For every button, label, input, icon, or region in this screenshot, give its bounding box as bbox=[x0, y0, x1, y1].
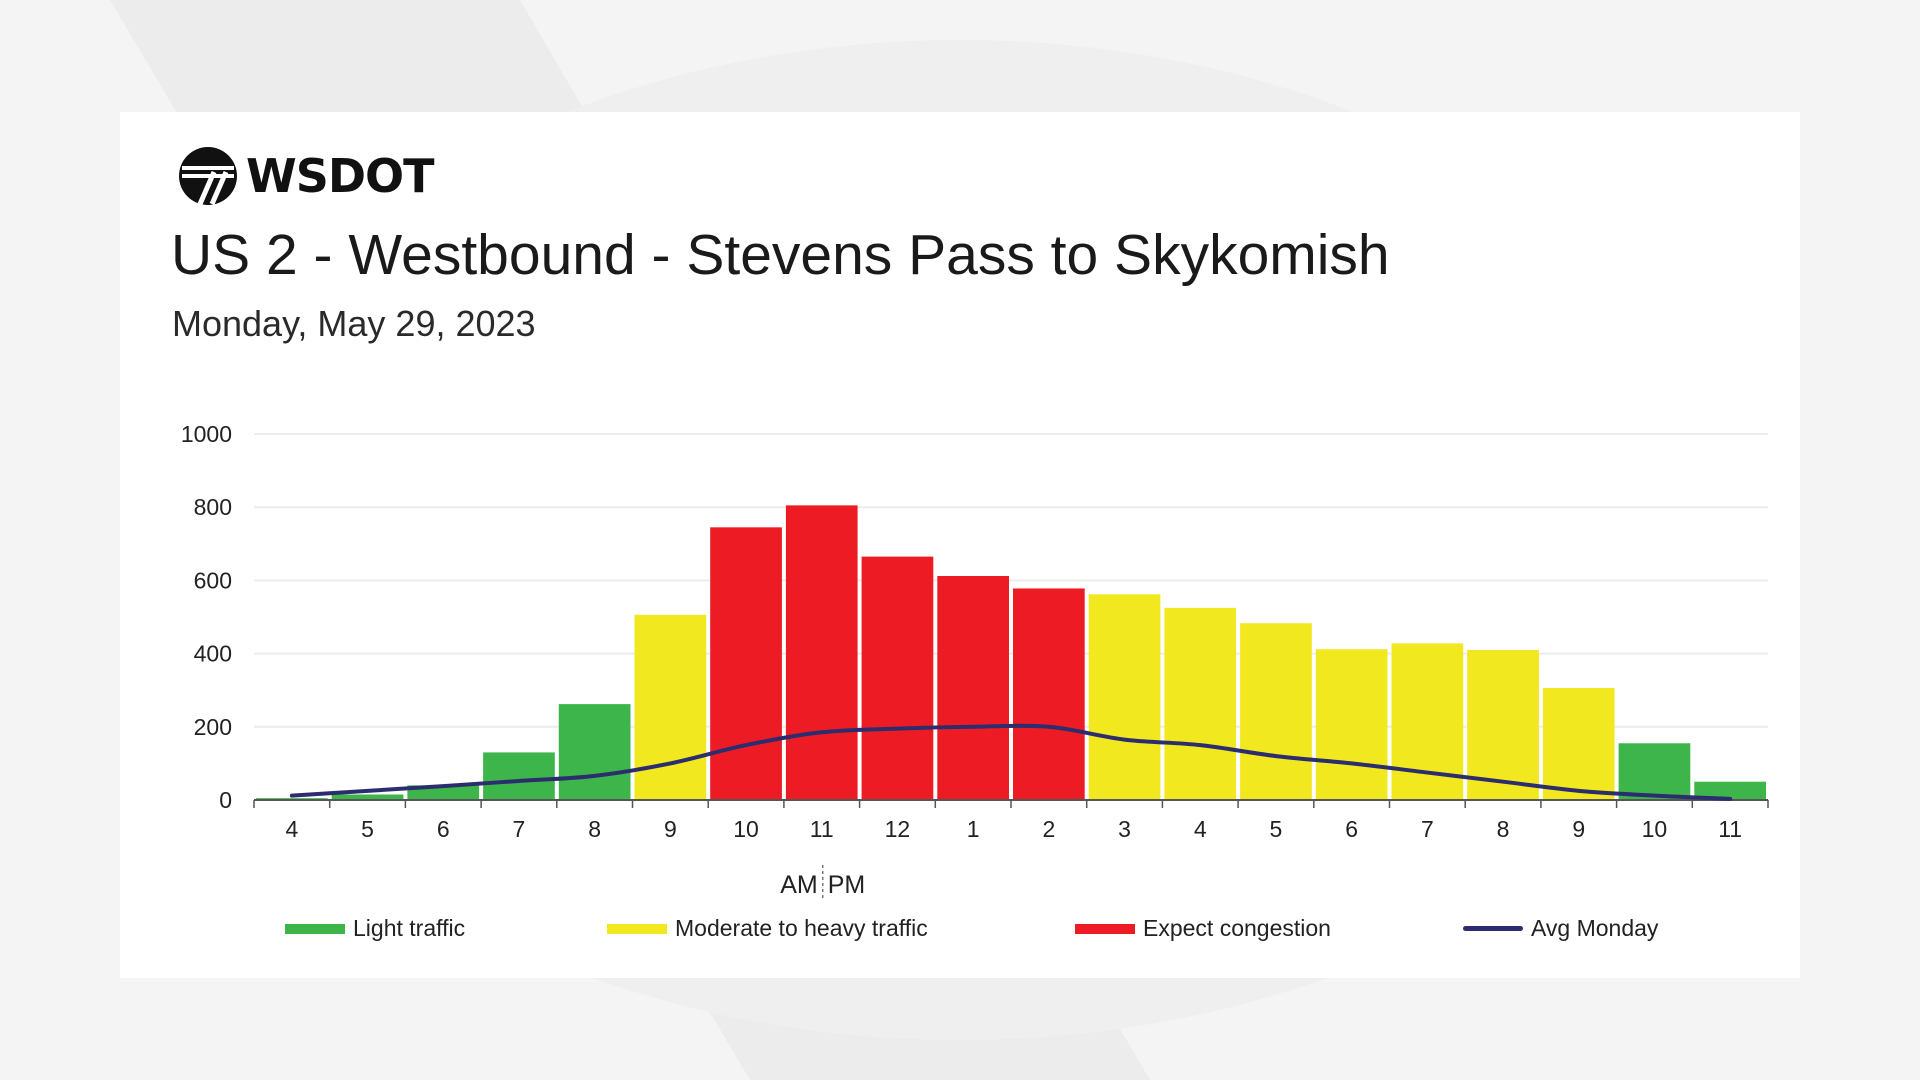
bar-17 bbox=[1542, 688, 1615, 800]
x-tick-label: 5 bbox=[1270, 816, 1283, 842]
y-tick-label: 800 bbox=[194, 494, 232, 520]
x-tick-label: 7 bbox=[1421, 816, 1434, 842]
bar-12 bbox=[1164, 607, 1237, 800]
bar-16 bbox=[1467, 649, 1539, 800]
x-tick-label: 6 bbox=[1345, 816, 1358, 842]
page-title: US 2 - Westbound - Stevens Pass to Skyko… bbox=[171, 223, 1390, 287]
bar-8 bbox=[861, 556, 934, 800]
x-tick-label: 6 bbox=[437, 816, 450, 842]
bar-19 bbox=[1694, 781, 1766, 800]
x-tick-label: 4 bbox=[285, 816, 298, 842]
pm-label: PM bbox=[828, 871, 866, 899]
x-tick-label: 1 bbox=[967, 816, 980, 842]
x-tick-label: 5 bbox=[361, 816, 374, 842]
brand-name: WSDOT bbox=[246, 149, 435, 203]
avg-monday-line bbox=[289, 723, 1733, 801]
bar-10 bbox=[1013, 588, 1085, 800]
x-tick-label: 9 bbox=[664, 816, 677, 842]
y-tick-label: 1000 bbox=[181, 421, 232, 447]
bar-11 bbox=[1088, 594, 1161, 800]
am-label: AM bbox=[780, 871, 818, 899]
x-tick-label: 12 bbox=[885, 816, 911, 842]
x-tick-label: 11 bbox=[1718, 816, 1742, 842]
bar-1 bbox=[331, 794, 404, 800]
x-tick-label: 11 bbox=[810, 816, 834, 842]
bar-5 bbox=[634, 614, 707, 800]
wsdot-logo-icon bbox=[179, 147, 237, 206]
bar-13 bbox=[1240, 623, 1312, 800]
bar-6 bbox=[710, 527, 782, 800]
y-tick-label: 400 bbox=[194, 641, 232, 667]
bar-9 bbox=[937, 576, 1009, 800]
page-date: Monday, May 29, 2023 bbox=[172, 303, 536, 344]
x-tick-label: 8 bbox=[588, 816, 601, 842]
x-tick-label: 2 bbox=[1042, 816, 1055, 842]
brand-logo: WSDOT bbox=[178, 146, 435, 206]
x-tick-label: 10 bbox=[1642, 816, 1668, 842]
x-tick-label: 8 bbox=[1497, 816, 1510, 842]
x-tick-label: 4 bbox=[1194, 816, 1207, 842]
bar-3 bbox=[483, 752, 555, 800]
x-tick-label: 7 bbox=[513, 816, 526, 842]
y-tick-label: 0 bbox=[219, 787, 232, 813]
y-tick-label: 600 bbox=[194, 567, 232, 593]
bar-18 bbox=[1618, 743, 1691, 800]
chart-card bbox=[120, 112, 1800, 978]
x-tick-label: 9 bbox=[1572, 816, 1585, 842]
x-tick-label: 10 bbox=[733, 816, 759, 842]
bar-7 bbox=[785, 505, 858, 800]
bar-14 bbox=[1315, 649, 1388, 800]
y-tick-label: 200 bbox=[194, 714, 232, 740]
x-tick-label: 3 bbox=[1118, 816, 1131, 842]
bar-4 bbox=[558, 704, 631, 800]
